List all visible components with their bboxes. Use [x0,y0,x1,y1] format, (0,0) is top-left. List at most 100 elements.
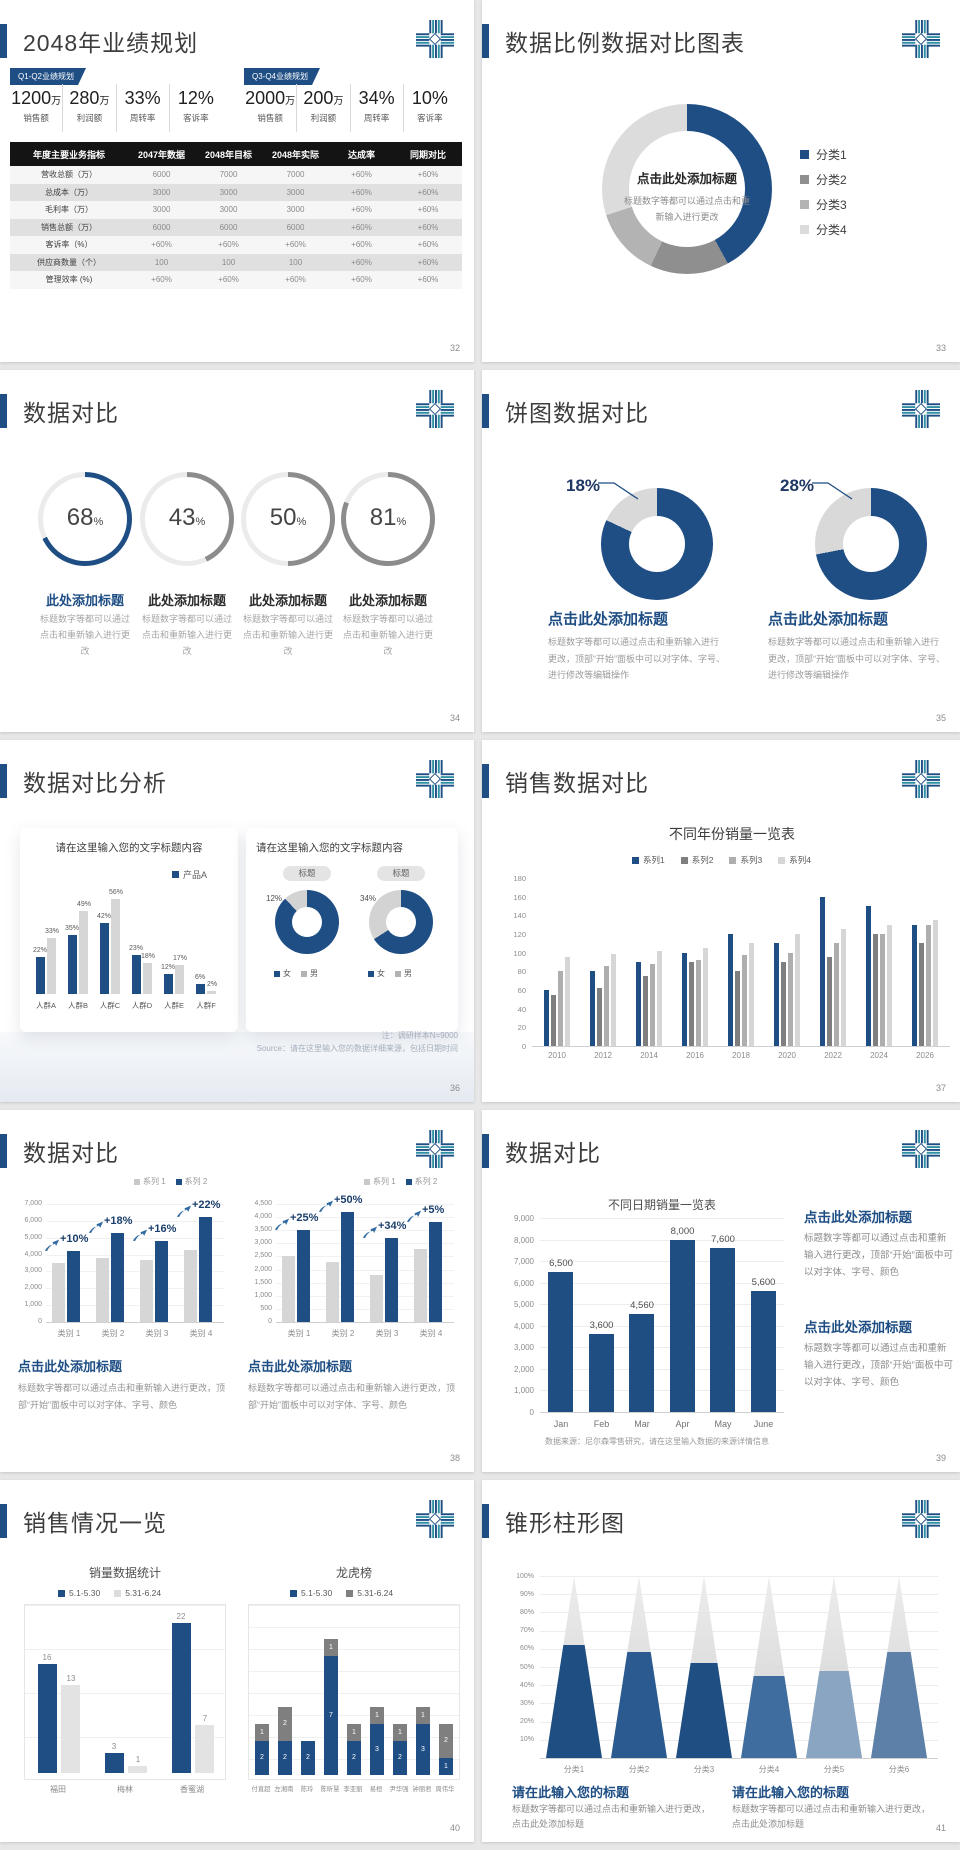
slide-35[interactable]: 饼图数据对比 18% 点击此处添加标题 标题数字等都可以通过点击和重新输入进行更改，… [482,370,960,732]
accent-bar [0,764,7,798]
stat-unit: 万 [51,96,62,107]
x-axis-label: 福田 [50,1785,66,1794]
stat-label: 利润额 [310,113,337,123]
y-axis-label: 40 [517,1004,526,1014]
y-axis-label: 20% [519,1718,534,1726]
cone-fill [741,1676,797,1758]
slide-36[interactable]: 数据对比分析 请在这里输入您的文字标题内容 产品A 22% 33% 人群A 35% 49% 人… [0,740,474,1102]
legend-item: 5.1-5.30 [290,1588,332,1598]
legend-label: 系列 2 [184,1177,208,1186]
x-axis-label: 类别 3 [375,1329,399,1338]
y-axis-label: 0 [529,1408,534,1417]
legend-item: 女 [274,968,291,979]
stack-gray: 1 [370,1707,384,1724]
x-axis-label: 2016 [686,1051,704,1060]
gauge-percent-sign: % [93,516,104,528]
table-cell: 3000 [286,205,305,215]
stat-label: 客诉率 [417,113,443,123]
block-title: 点击此处添加标题 [548,611,669,628]
legend-label: 5.1-5.30 [301,1588,333,1598]
legend-label: 分类4 [816,223,847,237]
bar-label: 3 [111,1741,117,1751]
donut-center-text: 点击此处添加标题 标题数字等都可以通过点击和重新输入进行更改 [620,168,754,225]
chart-legend: 女男 [274,968,318,979]
x-axis-label: 2024 [870,1051,888,1060]
slide-37[interactable]: 销售数据对比 不同年份销量一览表 系列1 系列2 系列3 系列4 0 20 40 60 80 100… [482,740,960,1102]
bar-label: 3,600 [589,1320,614,1332]
block-title: 请在此输入您的标题 [512,1785,630,1800]
y-axis-label: 3,500 [254,1226,272,1234]
legend-item: 分类2 [800,171,847,188]
x-axis-label: June [753,1419,774,1429]
bar-gray [79,910,88,994]
pill-badge: 标题 [377,866,425,881]
slide-41[interactable]: 锥形柱形图 10% 20% 30% 40% 50% 60% 70% 80% 90% 100% 分类1… [482,1480,960,1842]
block-desc: 标题数字等都可以通过点击和重新输入进行更改，点击此处添加标题 [732,1804,931,1830]
block-title: 点击此处添加标题 [768,611,889,628]
slide-33[interactable]: 数据比例数据对比图表 点击此处添加标题 标题数字等都可以通过点击和重新输入进行更改… [482,0,960,362]
bar [742,954,747,1046]
x-axis-label: Jan [553,1419,569,1429]
bar [650,963,655,1046]
gridline [249,1627,459,1628]
table-header-cell: 2048年目标 [204,149,253,160]
table-header-cell: 2048年实际 [271,149,320,160]
gridline [276,1282,454,1284]
x-axis-label: 类别 1 [287,1329,311,1338]
bar [728,934,733,1046]
slide-39[interactable]: 数据对比 不同日期销量一览表 0 1,000 2,000 3,000 4,000 5,000… [482,1110,960,1472]
bar [749,943,754,1046]
bar-gray [143,963,152,994]
slide-content: 不同年份销量一览表 系列1 系列2 系列3 系列4 0 20 40 60 80 100 120 140 1… [482,740,960,1102]
donut-center-title: 点击此处添加标题 [636,172,737,186]
table-cell: 毛利率（万） [45,205,93,215]
table-header-cell: 2047年数据 [137,149,186,160]
y-axis-label: 60% [519,1645,534,1653]
stat-label: 销售额 [23,113,49,123]
gridline [276,1295,454,1297]
stack-blue: 2 [347,1741,361,1775]
x-axis-label: 分类1 [563,1765,585,1774]
bar-blue [111,1232,124,1322]
table-cell: +60% [151,240,172,250]
table-cell: 销售总额（万） [41,222,97,232]
x-axis-label: 分类5 [823,1765,845,1774]
growth-arrow-icon [274,1218,290,1231]
stat-unit: 万 [285,96,296,107]
slide-40[interactable]: 销售情况一览 销量数据统计 5.1-5.30 5.31-6.24 16 13 3 1 22 7 福… [0,1480,474,1842]
stack-gray: 1 [347,1724,361,1741]
legend-swatch-icon [134,1178,140,1185]
slide-34[interactable]: 数据对比 68% 此处添加标题 标题数字等都可以通过点击和重新输入进行更改 43% 此处… [0,370,474,732]
gauge-percent-sign: % [396,516,407,528]
legend-item: 男 [301,968,318,979]
stack-blue: 3 [370,1724,384,1775]
y-axis-label: 4,000 [254,1213,272,1221]
table-cell: +60% [417,257,439,267]
legend-swatch-icon [729,856,737,864]
bar [682,952,687,1046]
y-axis-label: 500 [260,1304,272,1312]
y-axis-label: 60 [517,986,526,995]
stack-gray: 1 [416,1707,430,1724]
gridline [25,1693,225,1694]
table-row: 客诉率（%） +60% +60% +60% +60% +60% [10,236,462,254]
table-row: 管理效率 (%) +60% +60% +60% +60% +60% [10,271,462,289]
slide-38[interactable]: 数据对比 系列 1 系列 2 0 1,000 2,000 3,000 4,000 5,000 6… [0,1110,474,1472]
table-cell: 管理效率 (%) [45,275,93,285]
bar-label: 6% [194,973,206,981]
chart-legend: 产品A [172,868,207,881]
slice-percent-label: 18% [566,476,601,495]
x-axis-label: 人群E [163,1001,184,1010]
slide-32[interactable]: 2048年业绩规划 Q1-Q2业绩规划 1200万 销售额 280万 利润额 33% 周转率… [0,0,474,362]
legend-item: 系列 1 [364,1176,396,1187]
table-cell: +60% [218,275,239,285]
legend-item: 系列1 [632,854,665,866]
bar-label: 6,500 [549,1257,573,1269]
table-cell: +60% [417,240,439,250]
bar-label: 1 [135,1755,141,1765]
gauge-number: 43 [168,504,196,531]
bar-blue [164,973,173,994]
slide-title-bar: 锥形柱形图 [482,1504,625,1538]
bar-blue [100,922,109,994]
